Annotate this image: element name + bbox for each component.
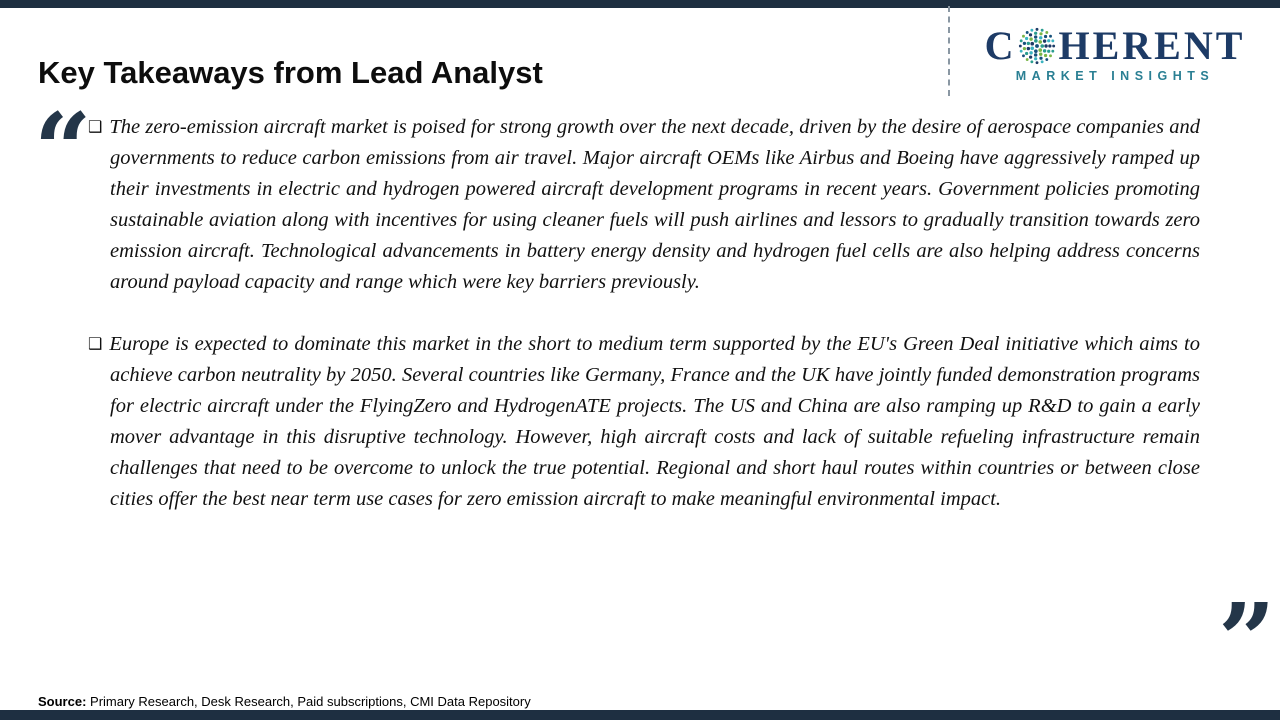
source-line: Source: Primary Research, Desk Research,… [38, 694, 531, 709]
checkbox-bullet-icon: ❑ [88, 334, 103, 353]
takeaway-paragraph-1-text: The zero-emission aircraft market is poi… [109, 116, 1200, 293]
company-logo: C HERENT MARKET INSIGHTS [968, 24, 1262, 84]
logo-divider-dashed-line [948, 6, 950, 96]
dotted-globe-icon [1019, 27, 1056, 65]
page-title: Key Takeaways from Lead Analyst [38, 54, 543, 90]
bottom-accent-bar [0, 710, 1280, 720]
logo-subtitle: MARKET INSIGHTS [1015, 69, 1215, 83]
source-text: Primary Research, Desk Research, Paid su… [86, 694, 531, 709]
top-accent-bar [0, 0, 1280, 8]
takeaway-paragraph-2-text: Europe is expected to dominate this mark… [109, 333, 1200, 510]
logo-letter-c: C [984, 23, 1017, 68]
takeaway-paragraph-1: ❑ The zero-emission aircraft market is po… [88, 112, 1200, 298]
opening-quote-icon: “ [34, 91, 92, 209]
source-label: Source: [38, 694, 87, 709]
closing-quote-icon: ” [1218, 581, 1276, 699]
logo-wordmark: C HERENT [968, 24, 1262, 68]
key-takeaways-body: ❑ The zero-emission aircraft market is po… [88, 112, 1200, 546]
checkbox-bullet-icon: ❑ [88, 117, 103, 136]
logo-letters-rest: HERENT [1058, 23, 1246, 68]
takeaway-paragraph-2: ❑ Europe is expected to dominate this mar… [88, 329, 1200, 515]
